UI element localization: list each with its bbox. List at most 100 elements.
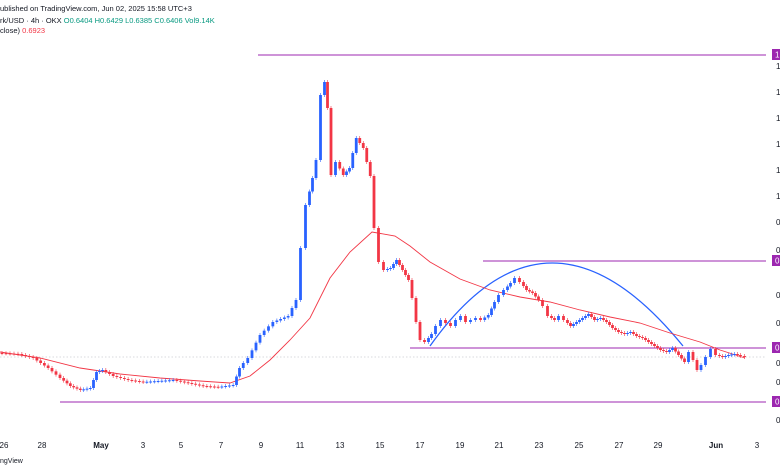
- candle-body: [279, 319, 283, 321]
- candle-body: [311, 178, 314, 192]
- price-tick-label: 0: [776, 319, 780, 328]
- candle-body: [65, 380, 69, 384]
- candle-body: [12, 353, 16, 355]
- candle-body: [241, 363, 245, 368]
- candle-body: [469, 320, 472, 322]
- tradingview-logo-icon: ngView: [0, 458, 23, 465]
- time-tick-label: 5: [179, 441, 184, 450]
- candle-body: [111, 374, 115, 376]
- candle-body: [714, 349, 717, 355]
- candle-body: [392, 264, 395, 268]
- candle-body: [454, 320, 457, 326]
- candle-body: [145, 381, 149, 383]
- time-tick-label: 25: [575, 441, 584, 450]
- candle-body: [427, 338, 430, 342]
- candle-body: [423, 340, 426, 342]
- candle-body: [382, 262, 385, 270]
- candle-body: [671, 348, 674, 350]
- candle-body: [271, 322, 275, 327]
- candle-body: [231, 385, 235, 386]
- ma-row: close) 0.6923: [0, 26, 45, 35]
- candle-body: [8, 353, 12, 355]
- candle-body: [626, 333, 629, 334]
- candle-body: [16, 353, 20, 355]
- candle-body: [605, 320, 608, 322]
- candle-body: [464, 316, 467, 322]
- time-scale[interactable]: 26 28 May 3 5 7 9 11 13 15 17 19 21 23 2…: [0, 441, 760, 450]
- candle-body: [546, 306, 549, 316]
- candle-body: [0, 353, 4, 354]
- price-tick-label: 1: [776, 140, 780, 149]
- candle-body: [553, 318, 556, 320]
- candle-body: [275, 320, 279, 322]
- candle-body: [119, 377, 123, 378]
- candle-body: [122, 378, 126, 379]
- candle-body: [724, 356, 727, 357]
- time-tick-label: 19: [456, 441, 465, 450]
- candle-body: [101, 370, 104, 371]
- candle-body: [525, 286, 528, 290]
- candle-body: [569, 323, 572, 326]
- candle-body: [167, 380, 171, 382]
- candle-body: [513, 278, 516, 283]
- candle-body: [493, 302, 496, 309]
- price-badge-neck: [772, 342, 780, 353]
- candle-body: [483, 317, 487, 320]
- candle-body: [550, 316, 553, 318]
- candle-body: [439, 320, 442, 326]
- candle-body: [179, 380, 183, 382]
- price-tick-label: 1: [776, 166, 780, 175]
- candle-body: [695, 360, 699, 370]
- candle-body: [617, 330, 620, 332]
- candle-body: [235, 376, 238, 385]
- candle-body: [182, 381, 186, 383]
- candle-body: [656, 346, 659, 348]
- candle-body: [254, 342, 258, 351]
- candle-body: [126, 379, 130, 380]
- candle-body: [459, 316, 462, 320]
- candle-body: [314, 160, 318, 178]
- candle-body: [164, 380, 168, 382]
- candle-body: [691, 352, 695, 360]
- candle-body: [665, 351, 668, 352]
- candle-body: [444, 320, 447, 323]
- price-scale[interactable]: 1 1 1 1 1 1 0 0 0 0 0 0 0 1 0 0 0: [772, 49, 780, 425]
- candle-body: [581, 318, 584, 320]
- candle-body: [590, 314, 593, 317]
- candle-body: [341, 168, 345, 175]
- price-badge-support: [772, 396, 780, 407]
- candle-body: [258, 335, 262, 343]
- candle-body: [304, 205, 307, 248]
- candle-body: [575, 322, 578, 324]
- candle-body: [377, 228, 380, 262]
- candle-body: [334, 162, 337, 175]
- candle-body: [430, 334, 433, 338]
- candle-body: [238, 368, 241, 377]
- candle-body: [368, 162, 372, 176]
- price-tick-label: 0: [776, 218, 780, 227]
- candle-body: [680, 355, 683, 359]
- time-tick-label: 9: [259, 441, 264, 450]
- candle-body: [537, 296, 540, 300]
- candle-body: [502, 290, 505, 295]
- candle-body: [743, 356, 746, 357]
- price-tick-label: 0: [776, 378, 780, 387]
- time-tick-label: Jun: [709, 441, 723, 450]
- candle-body: [62, 378, 66, 381]
- price-tick-label: 1: [776, 62, 780, 71]
- candle-body: [354, 138, 358, 153]
- candle-body: [528, 290, 531, 292]
- candlestick-series[interactable]: [0, 80, 746, 392]
- candle-body: [24, 355, 28, 356]
- candle-body: [68, 383, 72, 386]
- candle-body: [407, 275, 410, 280]
- candle-body: [246, 358, 250, 363]
- price-tick-label: 1: [776, 114, 780, 123]
- rounded-top-arc[interactable]: [429, 262, 684, 347]
- candle-body: [541, 300, 544, 306]
- candle-body: [194, 383, 198, 385]
- candle-body: [733, 354, 736, 355]
- candle-body: [171, 380, 175, 381]
- time-tick-label: 23: [535, 441, 544, 450]
